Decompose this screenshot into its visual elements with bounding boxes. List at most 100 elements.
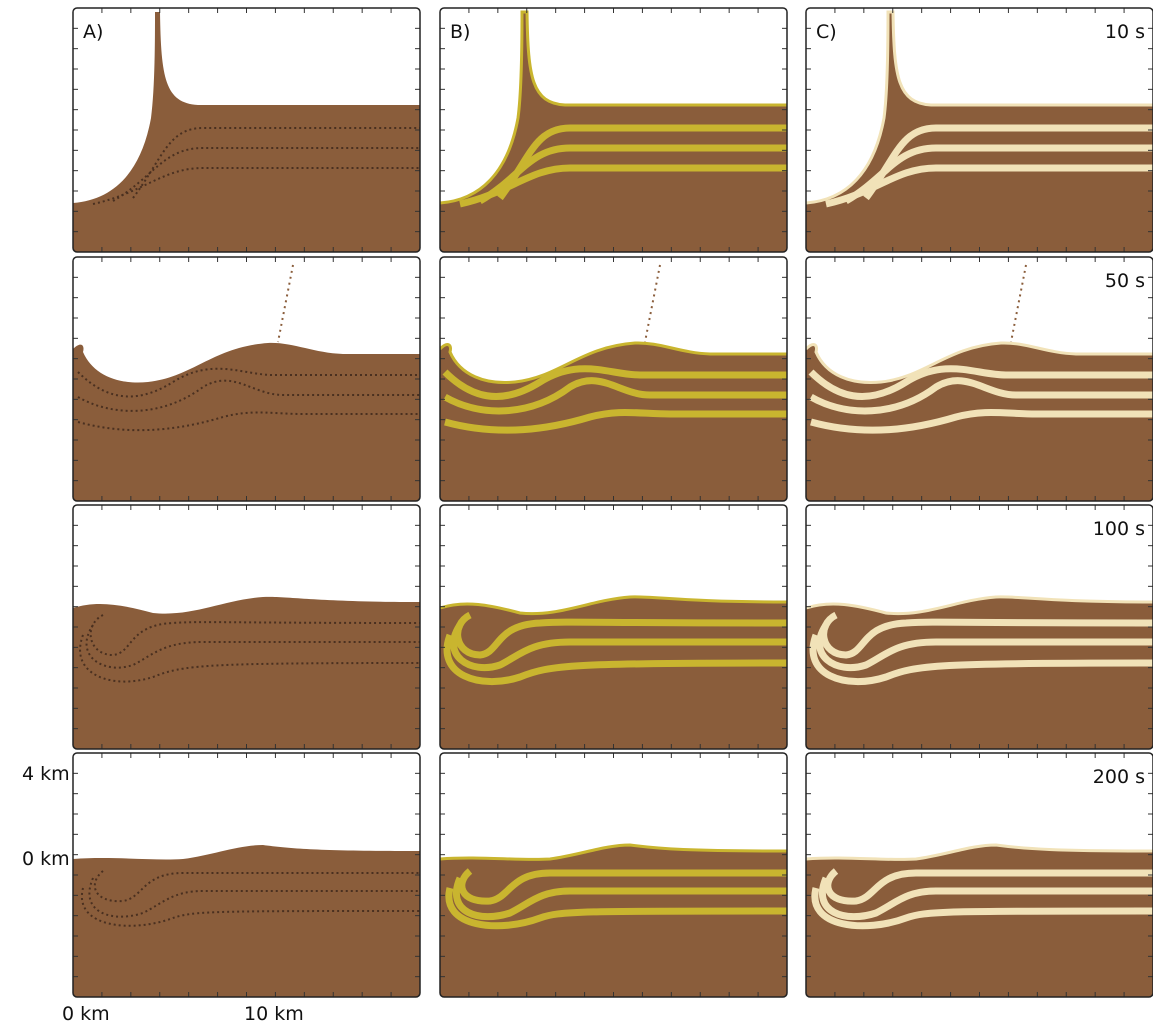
panel-border [72,504,421,750]
panel-border [805,504,1153,750]
panel-label: C) [816,21,837,43]
panel [439,256,788,502]
layer-stripe [450,623,787,672]
panel [72,752,421,998]
ground [73,845,420,997]
y-axis-label: 4 km [22,763,70,785]
layer-stripe [459,164,787,208]
panel: 50 s [805,256,1153,502]
layer-stripe [809,377,1153,415]
panel-content [440,257,787,501]
surface-layer [440,843,787,861]
panel-content [440,505,787,749]
surface-layer [440,341,787,385]
layer-stripe [77,367,420,398]
layer-stripe [85,624,420,669]
panel-label: A) [83,21,103,43]
panel-border [72,752,421,998]
layer-stripe [79,634,420,683]
panel-border [805,7,1153,253]
panel-border [72,7,421,253]
panel-content [806,8,1153,252]
time-label: 10 s [1105,21,1145,43]
surface-layer [806,341,1153,385]
layer-stripe [809,633,1153,686]
ground [73,342,420,501]
y-axis-label: 0 km [22,848,70,870]
panel-border [439,256,788,502]
layer-stripe [824,868,1153,905]
panel: A) [72,7,421,253]
layer-stripe [89,614,420,657]
surface-layer [440,595,787,616]
layer-stripe [112,147,420,202]
panel-label: B) [450,21,470,43]
ground [440,12,787,252]
ground [806,596,1153,749]
time-label: 200 s [1093,766,1145,788]
time-label: 100 s [1093,518,1145,540]
panel-content [806,257,1153,501]
ground [440,845,787,997]
panel [72,504,421,750]
layer-stripe [454,611,787,659]
panel [72,256,421,502]
panel [439,504,788,750]
ground [440,342,787,501]
layer-stripe [77,411,420,432]
surface-layer [806,595,1153,616]
layer-stripe [818,876,1153,921]
layer-stripe [816,623,1153,672]
panel-border [439,752,788,998]
layer-stripe [442,365,787,400]
ground [806,845,1153,997]
x-axis-label: 0 km [62,1003,110,1025]
ground [73,596,420,749]
panel: 200 s [805,752,1153,998]
time-label: 50 s [1105,270,1145,292]
layer-stripe [443,377,787,415]
layer-stripe [808,365,1153,400]
layer-stripe [132,127,420,199]
surface-layer [806,10,1153,205]
x-axis-label: 10 km [244,1003,304,1025]
layer-stripe [444,408,787,434]
ground [806,12,1153,252]
ground [806,342,1153,501]
layer-stripe [92,167,420,205]
panel-content [806,753,1153,997]
layer-stripe [77,379,420,412]
panel-content [73,753,420,997]
panel-grid: A) B) C) 10 s 50 s 100 s 200 s [72,7,1153,998]
ejecta-trail [1010,264,1027,343]
ground [73,12,420,252]
panel-border [805,256,1153,502]
ejecta-trail [277,264,294,343]
layer-stripe [825,164,1153,208]
panel-content [73,8,420,252]
panel-border [805,752,1153,998]
layer-stripe [445,887,787,930]
panel: C) 10 s [805,7,1153,253]
panel [439,752,788,998]
surface-layer [806,843,1153,861]
ejecta-trail [644,264,661,343]
ground [440,596,787,749]
panel-content [73,257,420,501]
layer-stripe [93,870,420,903]
layer-stripe [810,408,1153,434]
surface-layer [440,10,787,205]
panel-content [73,505,420,749]
panel-content [440,753,787,997]
panel-content [806,505,1153,749]
panel: 100 s [805,504,1153,750]
layer-stripe [820,611,1153,659]
panel: B) [439,7,788,253]
panel-border [72,256,421,502]
layer-stripe [443,633,787,686]
panel-border [439,504,788,750]
layer-stripe [811,887,1153,930]
panel-content [440,8,787,252]
